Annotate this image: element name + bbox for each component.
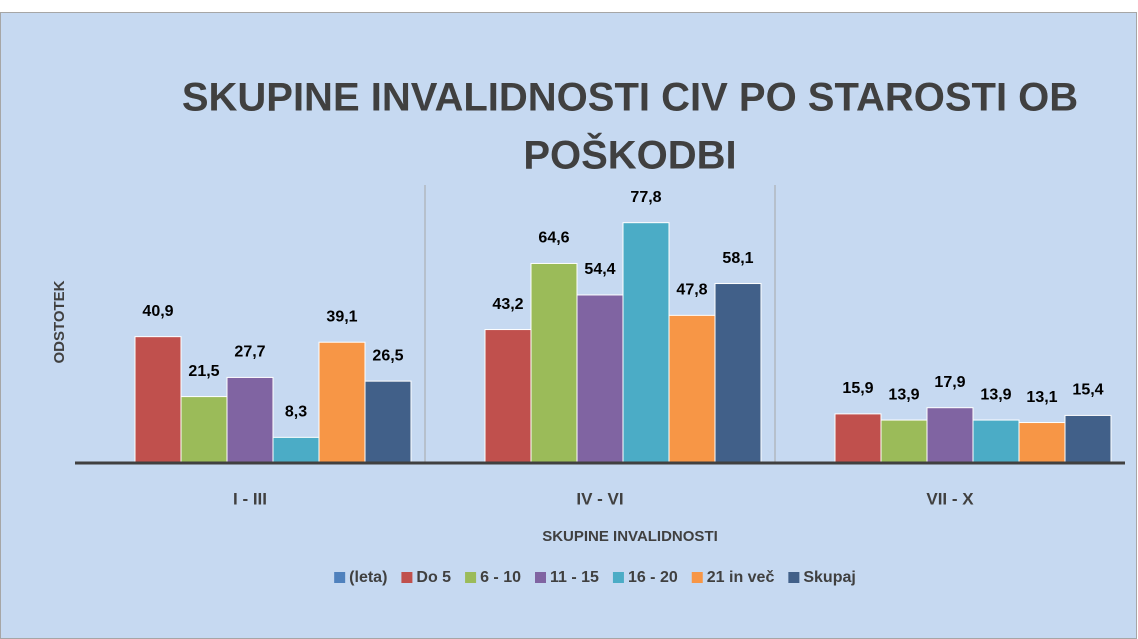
bar [880, 419, 928, 464]
data-label: 17,9 [934, 374, 965, 391]
bar [1018, 422, 1066, 464]
data-label: 13,9 [980, 386, 1011, 403]
data-label: 13,1 [1026, 389, 1057, 406]
bar [972, 419, 1020, 464]
legend-label: (leta) [349, 569, 387, 586]
bar [180, 396, 228, 464]
data-label: 54,4 [584, 261, 615, 278]
bar [834, 413, 882, 464]
legend-swatch [788, 572, 800, 583]
legend-swatch [535, 572, 546, 583]
x-axis-label: SKUPINE INVALIDNOSTI [542, 528, 718, 545]
bar [926, 407, 974, 464]
data-label: 39,1 [326, 308, 357, 325]
x-tick-label: IV - VI [576, 489, 623, 508]
legend-label: 21 in več [707, 569, 775, 586]
bar [714, 283, 762, 464]
x-tick-label: I - III [233, 489, 267, 508]
legend-label: Skupaj [803, 569, 855, 586]
legend-swatch [334, 572, 346, 583]
data-label: 58,1 [722, 250, 753, 267]
data-label: 15,9 [842, 380, 873, 397]
bar [364, 380, 412, 464]
data-label: 77,8 [630, 189, 661, 206]
chart-title: SKUPINE INVALIDNOSTI CIV PO STAROSTI OB [182, 76, 1078, 120]
bar [576, 294, 624, 464]
data-label: 27,7 [234, 344, 265, 361]
legend-label: Do 5 [416, 569, 451, 586]
legend-swatch [465, 572, 477, 583]
legend-label: 11 - 15 [550, 569, 599, 586]
bar [1064, 414, 1112, 464]
bar [668, 314, 716, 464]
data-label: 43,2 [492, 296, 523, 313]
data-label: 64,6 [538, 230, 569, 247]
bar [318, 341, 366, 464]
data-label: 21,5 [188, 363, 219, 380]
bar [530, 262, 578, 464]
legend-swatch [691, 572, 703, 583]
chart-title: POŠKODBI [523, 132, 736, 178]
data-label: 8,3 [285, 404, 307, 421]
bar [226, 376, 274, 464]
legend-label: 16 - 20 [628, 569, 678, 586]
bar [272, 436, 320, 464]
data-label: 26,5 [372, 347, 403, 364]
y-axis-label: ODSTOTEK [51, 280, 68, 363]
bar [134, 336, 182, 464]
bar [622, 222, 670, 464]
data-label: 47,8 [676, 282, 707, 299]
data-label: 15,4 [1072, 382, 1103, 399]
legend-swatch [401, 572, 413, 583]
data-label: 40,9 [142, 303, 173, 320]
legend-swatch [612, 572, 624, 583]
x-tick-label: VII - X [926, 489, 974, 508]
bar [484, 329, 532, 464]
legend-label: 6 - 10 [480, 569, 521, 586]
data-label: 13,9 [888, 386, 919, 403]
